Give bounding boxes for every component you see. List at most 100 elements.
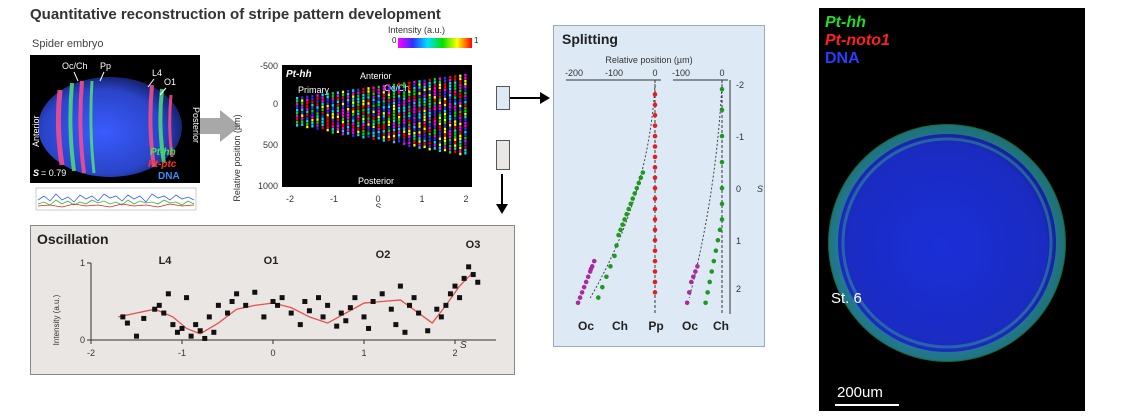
gradient-cell <box>408 93 411 97</box>
embryo-label: Spider embryo <box>32 38 104 50</box>
oscillation-ytick: 1 <box>80 258 85 268</box>
gradient-cell <box>413 92 416 96</box>
gradient-cell <box>459 143 462 147</box>
gradient-cell <box>454 96 457 99</box>
gradient-cell <box>362 87 365 91</box>
splitting-xtick: -200 <box>565 68 583 78</box>
gradient-cell <box>413 95 416 99</box>
gradient-cell <box>433 105 436 108</box>
splitting-point <box>608 264 613 269</box>
gradient-cell <box>321 102 324 106</box>
gradient-cell <box>408 117 411 121</box>
gradient-cell <box>321 117 324 121</box>
embryo-pp-label: Pp <box>100 61 111 71</box>
gradient-cell <box>336 103 339 106</box>
oscillation-xtick: -1 <box>178 348 186 358</box>
gradient-cell <box>454 138 457 141</box>
gradient-cell <box>341 126 345 130</box>
gradient-cell <box>331 119 334 122</box>
gradient-cell <box>413 80 416 84</box>
gradient-cell <box>423 142 426 146</box>
gradient-cell <box>377 94 380 98</box>
gradient-cell <box>372 110 375 114</box>
splitting-point <box>579 290 585 295</box>
gradient-cell <box>336 94 339 97</box>
gradient-cell <box>413 143 416 147</box>
gradient-cell <box>403 97 406 100</box>
oscillation-point <box>215 302 221 308</box>
gradient-cell <box>398 92 401 95</box>
gradient-cell <box>403 112 406 115</box>
splitting-point <box>707 279 712 285</box>
gradient-cell <box>296 121 299 124</box>
gradient-cell <box>418 80 421 83</box>
gradient-cell <box>443 121 447 125</box>
gradient-cell <box>459 104 462 108</box>
gradient-cell <box>418 131 421 134</box>
gradient-cell <box>347 108 350 111</box>
splitting-point <box>652 217 658 222</box>
gradient-cell <box>418 86 421 89</box>
gradient-cell <box>433 120 436 123</box>
gradient-cell <box>408 96 411 100</box>
gradient-cell <box>367 96 370 99</box>
gradient-cell <box>449 112 452 115</box>
gradient-cell <box>347 132 350 135</box>
gradient-cell <box>387 126 390 129</box>
gradient-cell <box>392 131 396 135</box>
oscillation-point <box>275 302 281 308</box>
gradient-cell <box>418 140 421 143</box>
oscillation-peak-label: L4 <box>159 255 173 267</box>
splitting-point <box>719 107 725 113</box>
gradient-cell <box>372 125 375 129</box>
gradient-cell <box>403 139 406 142</box>
gradient-cell <box>347 126 350 129</box>
gradient-cell <box>459 80 462 84</box>
splitting-point <box>596 295 601 300</box>
gradient-cell <box>459 98 462 102</box>
gradient-cell <box>347 99 350 102</box>
gradient-cell <box>459 137 462 141</box>
splitting-ytick: -2 <box>736 80 744 90</box>
gradient-cell <box>408 144 411 148</box>
gradient-cell <box>418 113 421 116</box>
gradient-cell <box>418 110 421 113</box>
gradient-cell <box>341 93 345 97</box>
gradient-cell <box>438 146 441 149</box>
gradient-cell <box>464 82 467 86</box>
gradient-cell <box>382 103 385 106</box>
gradient-cell <box>387 96 390 99</box>
colorbar-max: 1 <box>474 36 479 45</box>
gradient-cell <box>311 106 314 110</box>
gradient-cell <box>398 140 401 143</box>
gradient-cell <box>347 114 350 117</box>
gradient-cell <box>428 138 431 142</box>
gradient-xtick: -1 <box>330 194 338 204</box>
embryo-s-value: = 0.79 <box>41 168 66 178</box>
oscillation-fit-line <box>118 271 474 335</box>
gradient-cell <box>382 115 385 118</box>
gradient-cell <box>464 124 467 128</box>
oscillation-point <box>452 283 458 289</box>
gradient-cell <box>459 140 462 144</box>
gradient-cell <box>367 123 370 126</box>
gradient-cell <box>387 108 390 111</box>
gradient-cell <box>362 123 365 127</box>
gradient-cell <box>418 98 421 101</box>
gradient-cell <box>336 115 339 118</box>
gradient-cell <box>428 93 431 97</box>
gradient-cell <box>443 130 447 134</box>
gradient-cell <box>433 93 436 96</box>
gradient-cell <box>352 134 355 137</box>
gradient-cell <box>398 89 401 92</box>
gradient-cell <box>433 123 436 126</box>
gradient-cell <box>423 109 426 113</box>
splitting-point <box>703 300 708 306</box>
gradient-cell <box>326 110 329 114</box>
gradient-anterior-label: Anterior <box>360 71 392 81</box>
gradient-cell <box>316 109 319 112</box>
gradient-cell <box>418 134 421 137</box>
gradient-cell <box>428 114 431 118</box>
gradient-cell <box>408 99 411 103</box>
gradient-cell <box>449 106 452 109</box>
